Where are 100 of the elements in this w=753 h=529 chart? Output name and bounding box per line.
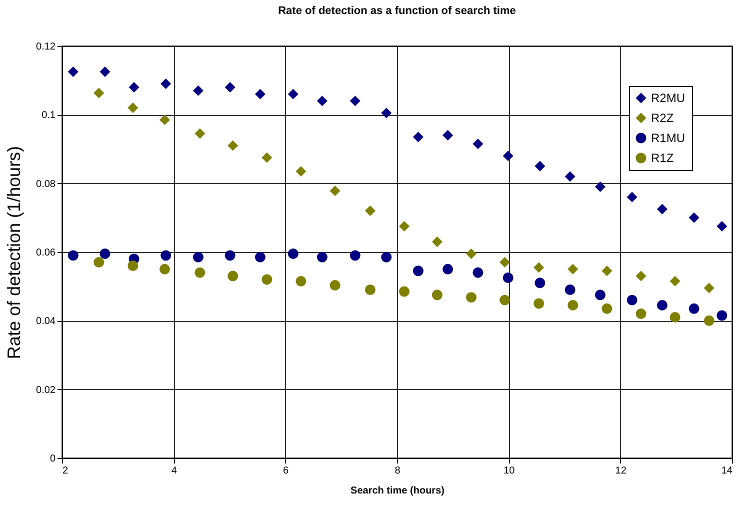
point [716, 221, 728, 232]
legend-label: R2Z [651, 111, 674, 125]
point [688, 212, 700, 223]
point [534, 298, 544, 309]
point [364, 206, 376, 216]
point [626, 192, 638, 202]
point [472, 267, 484, 278]
chart-title: Rate of detection as a function of search time [278, 5, 516, 17]
point [296, 166, 306, 177]
point [160, 78, 172, 90]
point [316, 252, 328, 262]
y-tick-label: 0.12 [36, 42, 56, 52]
point [534, 262, 544, 273]
point [68, 66, 78, 77]
point [288, 248, 298, 259]
point [594, 182, 606, 192]
point [564, 171, 576, 182]
point [100, 248, 110, 259]
point [466, 292, 476, 303]
point [656, 300, 668, 310]
point [602, 303, 612, 314]
point [704, 282, 714, 294]
point [128, 260, 138, 271]
point [626, 294, 638, 306]
point [228, 270, 238, 282]
y-tick-label: 0 [50, 454, 56, 464]
point [432, 236, 442, 247]
point [472, 138, 484, 150]
point [412, 266, 424, 276]
point [534, 160, 546, 172]
point [224, 82, 236, 92]
point [670, 312, 680, 322]
x-tick-label: 4 [171, 466, 178, 476]
point [192, 252, 204, 262]
point [500, 257, 510, 268]
point [442, 130, 454, 141]
point [688, 303, 700, 314]
y-tick-label: 0.04 [36, 316, 56, 328]
point [399, 286, 410, 297]
point [350, 96, 360, 106]
point [159, 264, 170, 274]
point [128, 102, 138, 114]
point [412, 132, 424, 142]
point [94, 88, 104, 98]
y-tick-label: 0.02 [36, 384, 56, 396]
point [564, 284, 576, 295]
point [262, 152, 272, 163]
x-tick-label: 10 [504, 466, 516, 476]
point [716, 310, 728, 321]
point [254, 252, 266, 262]
point [670, 276, 680, 286]
point [330, 280, 340, 291]
point [192, 85, 204, 96]
y-axis-title: Rate of detection (1/hours) [4, 146, 24, 360]
point [160, 250, 172, 261]
point [159, 114, 170, 126]
point [228, 140, 238, 151]
point [636, 270, 646, 282]
point [194, 128, 206, 139]
point [254, 88, 266, 100]
point [381, 108, 392, 118]
x-tick-label: 14 [721, 466, 733, 476]
legend-label: R1MU [651, 131, 686, 145]
point [568, 300, 578, 310]
x-tick-label: 2 [62, 466, 68, 476]
point [399, 221, 410, 232]
point [466, 248, 476, 259]
point [94, 257, 104, 268]
point [100, 66, 110, 77]
point [296, 276, 306, 286]
x-axis-title: Search time (hours) [350, 486, 444, 496]
x-tick-label: 12 [615, 466, 627, 476]
point [594, 290, 606, 300]
point [704, 315, 714, 326]
point [194, 267, 206, 278]
point [502, 272, 514, 283]
legend-label: R1Z [651, 151, 674, 165]
point [432, 290, 442, 300]
point [364, 284, 376, 295]
point [316, 96, 328, 106]
point [262, 274, 272, 285]
point [381, 252, 392, 262]
point [568, 264, 578, 274]
point [602, 266, 612, 276]
point [534, 278, 546, 288]
point [224, 250, 236, 261]
y-tick-label: 0.08 [36, 178, 56, 190]
point [636, 308, 646, 320]
point [656, 204, 668, 214]
y-tick-label: 0.06 [36, 248, 56, 258]
x-tick-label: 8 [394, 466, 401, 476]
point [128, 82, 140, 92]
point [502, 150, 514, 162]
point [500, 294, 510, 306]
point [288, 88, 298, 100]
y-tick-label: 0.1 [42, 110, 56, 122]
point [442, 264, 454, 274]
point [350, 250, 360, 261]
point [68, 250, 78, 261]
x-tick-label: 6 [283, 466, 290, 476]
